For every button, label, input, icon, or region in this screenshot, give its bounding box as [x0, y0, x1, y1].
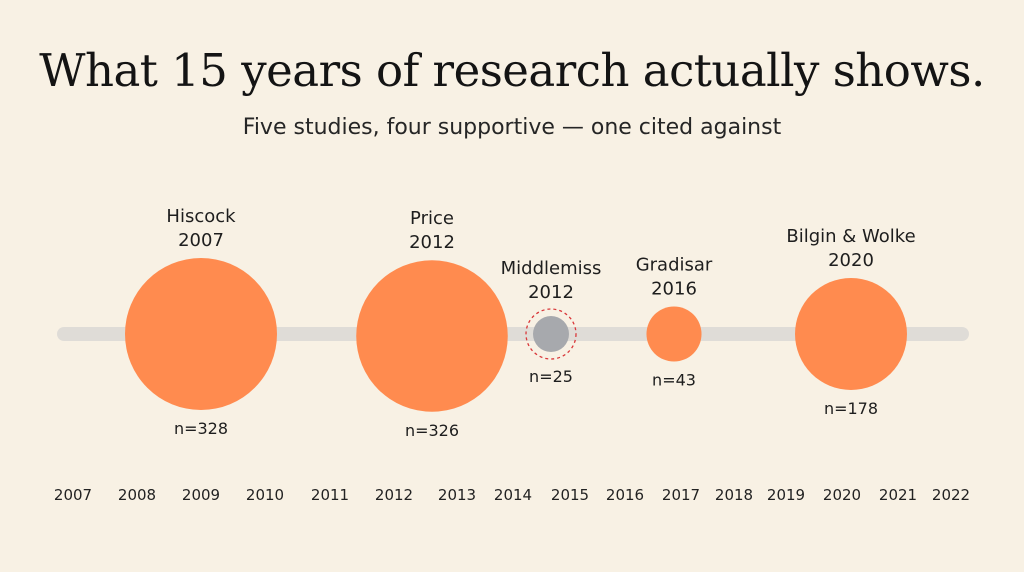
sample-size-label: n=25 [529, 367, 573, 386]
study-author-label: Middlemiss [501, 258, 602, 279]
study-year-label: 2020 [828, 250, 874, 271]
x-tick-label: 2015 [551, 486, 589, 504]
x-tick-label: 2018 [715, 486, 753, 504]
study-year-label: 2012 [528, 282, 574, 303]
chart-subtitle: Five studies, four supportive — one cite… [242, 115, 782, 140]
x-tick-label: 2008 [118, 486, 156, 504]
x-tick-label: 2007 [54, 486, 92, 504]
x-tick-label: 2014 [494, 486, 532, 504]
sample-size-label: n=43 [652, 371, 696, 390]
study-author-label: Gradisar [636, 254, 713, 275]
study-bubble-middlemiss [533, 316, 569, 352]
study-bubble-bilgin-wolke [795, 278, 907, 390]
study-bubble-gradisar [646, 306, 702, 362]
x-tick-label: 2012 [375, 486, 413, 504]
sample-size-label: n=328 [174, 419, 228, 438]
x-tick-label: 2022 [932, 486, 970, 504]
x-tick-label: 2019 [767, 486, 805, 504]
study-year-label: 2016 [651, 278, 697, 299]
study-bubble-hiscock [125, 258, 277, 410]
study-year-label: 2012 [409, 232, 455, 253]
x-tick-label: 2010 [246, 486, 284, 504]
study-bubble-price [356, 260, 508, 412]
x-tick-label: 2020 [823, 486, 861, 504]
x-tick-label: 2016 [606, 486, 644, 504]
study-year-label: 2007 [178, 230, 224, 251]
x-tick-label: 2021 [879, 486, 917, 504]
study-author-label: Bilgin & Wolke [786, 226, 915, 247]
x-tick-label: 2013 [438, 486, 476, 504]
study-author-label: Hiscock [166, 206, 236, 227]
x-tick-label: 2011 [311, 486, 349, 504]
x-tick-label: 2017 [662, 486, 700, 504]
chart-title: What 15 years of research actually shows… [39, 44, 985, 97]
x-tick-label: 2009 [182, 486, 220, 504]
study-author-label: Price [410, 208, 454, 229]
against-study-ring [525, 308, 577, 360]
sample-size-label: n=326 [405, 421, 459, 440]
sample-size-label: n=178 [824, 399, 878, 418]
